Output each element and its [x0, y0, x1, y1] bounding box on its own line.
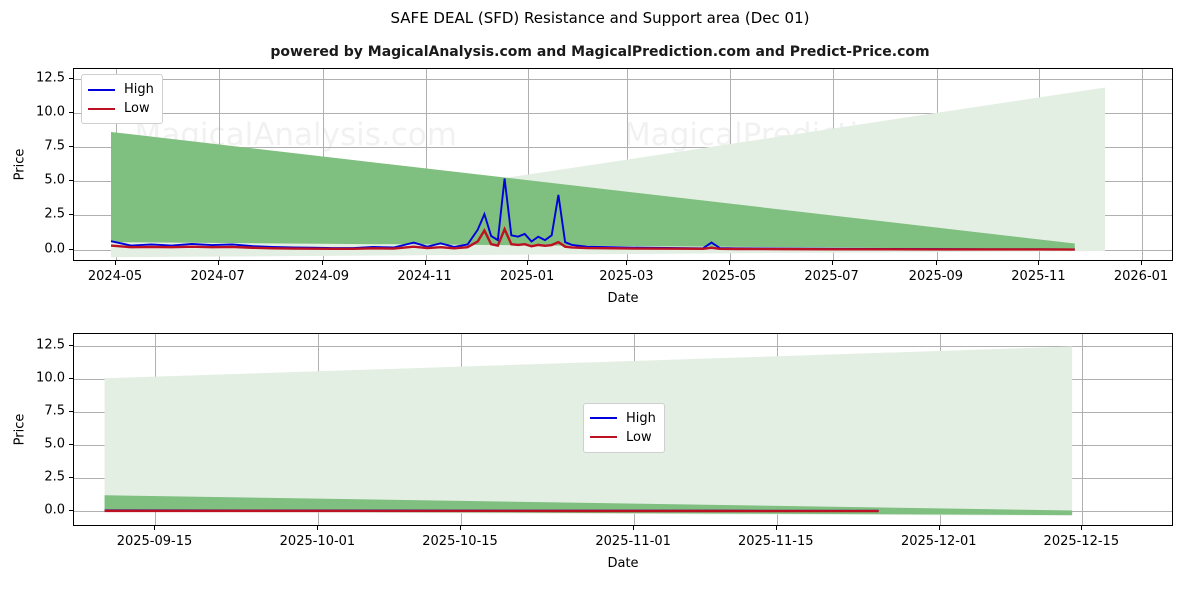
y-tickmark	[69, 510, 73, 512]
x-tickmark	[935, 261, 937, 265]
x-tick-label: 2026-01	[1113, 269, 1169, 284]
legend-label: High	[626, 410, 656, 426]
x-tickmark	[775, 526, 777, 530]
x-tick-label: 2025-12-15	[1043, 534, 1120, 549]
data-layer	[110, 87, 1106, 258]
legend-item-high[interactable]: High	[88, 80, 154, 99]
top-chart-legend[interactable]: High Low	[81, 74, 163, 124]
legend-item-high[interactable]: High	[590, 409, 656, 428]
legend-swatch-high	[88, 88, 115, 91]
x-tick-label: 2025-10-15	[422, 534, 498, 549]
x-tick-label: 2024-09	[294, 269, 350, 284]
x-tickmark	[115, 261, 117, 265]
y-tickmark	[69, 214, 73, 216]
y-tick-label: 5.0	[44, 436, 65, 452]
y-tickmark	[69, 410, 73, 412]
x-tickmark	[217, 261, 219, 265]
y-tickmark	[69, 444, 73, 446]
y-tickmark	[69, 344, 73, 346]
x-tickmark	[321, 261, 323, 265]
legend-item-low[interactable]: Low	[88, 99, 154, 118]
y-tickmark	[69, 248, 73, 250]
x-tick-label: 2025-09-15	[116, 534, 193, 549]
x-tick-label: 2025-07	[804, 269, 859, 284]
legend-label: High	[124, 82, 154, 97]
y-tick-label: 10.0	[36, 370, 65, 386]
legend-swatch-low	[590, 436, 617, 438]
x-axis-label: Date	[607, 291, 639, 306]
y-tick-label: 2.5	[44, 469, 65, 485]
x-tickmark	[938, 526, 940, 530]
y-axis-label: Price	[12, 148, 28, 180]
x-tick-label: 2025-01	[499, 269, 555, 284]
x-tickmark	[317, 526, 319, 530]
y-tick-label: 0.0	[44, 241, 65, 257]
x-tick-label: 2024-05	[87, 269, 143, 284]
x-tickmark	[728, 261, 730, 265]
y-tick-label: 7.5	[44, 403, 65, 419]
legend-label: Low	[626, 429, 652, 445]
resistance-support-dark-band	[111, 131, 1075, 250]
y-tick-label: 2.5	[44, 206, 65, 222]
y-tickmark	[69, 146, 73, 148]
gridline-horizontal	[74, 112, 1172, 114]
x-tickmark	[1141, 261, 1143, 265]
x-axis-label: Date	[607, 556, 639, 571]
x-tickmark	[154, 526, 156, 530]
x-tickmark	[527, 261, 529, 265]
y-tick-label: 7.5	[44, 138, 65, 154]
x-tick-label: 2025-11	[1011, 269, 1066, 284]
x-tickmark	[1081, 526, 1083, 530]
y-tickmark	[69, 477, 73, 479]
x-tick-label: 2025-11-01	[595, 534, 671, 549]
y-tickmark	[69, 77, 73, 79]
y-tick-label: 10.0	[36, 104, 65, 120]
x-tickmark	[633, 526, 635, 530]
x-tickmark	[424, 261, 426, 265]
chart-title: SAFE DEAL (SFD) Resistance and Support a…	[390, 9, 810, 27]
legend-label: Low	[124, 101, 150, 116]
x-tick-label: 2024-07	[190, 269, 245, 284]
x-tick-label: 2025-12-01	[900, 534, 977, 549]
chart-subtitle: powered by MagicalAnalysis.com and Magic…	[270, 44, 930, 60]
gridline-vertical	[528, 69, 530, 260]
legend-item-low[interactable]: Low	[590, 428, 656, 447]
x-tick-label: 2025-03	[599, 269, 654, 284]
y-tickmark	[69, 180, 73, 182]
gridline-vertical	[425, 69, 427, 260]
gridline-horizontal	[74, 78, 1172, 80]
x-tick-label: 2025-10-01	[279, 534, 356, 549]
y-tick-label: 0.0	[44, 502, 65, 518]
y-tick-label: 5.0	[44, 172, 65, 188]
y-axis-label: Price	[12, 413, 28, 445]
gridline-horizontal	[74, 147, 1172, 149]
bottom-chart-legend[interactable]: High Low	[583, 402, 665, 453]
legend-swatch-high	[590, 417, 617, 419]
x-tickmark	[460, 526, 462, 530]
series-line-low	[110, 226, 1075, 251]
y-tickmark	[69, 377, 73, 379]
y-tick-label: 12.5	[36, 70, 65, 86]
x-tickmark	[1038, 261, 1040, 265]
x-tick-label: 2025-05	[701, 269, 757, 284]
gridline-vertical	[1142, 69, 1144, 260]
gridline-vertical	[1082, 334, 1084, 525]
top-chart-plot-area: MagicalAnalysis.comMagicalPrediction.com…	[73, 68, 1173, 261]
x-tick-label: 2025-11-15	[737, 534, 814, 549]
x-tick-label: 2024-11	[397, 269, 452, 284]
y-tickmark	[69, 111, 73, 113]
legend-swatch-low	[88, 107, 115, 110]
x-tick-label: 2025-09	[908, 269, 964, 284]
gridline-horizontal	[74, 345, 1172, 347]
x-tickmark	[626, 261, 628, 265]
y-tick-label: 12.5	[36, 337, 65, 353]
x-tickmark	[831, 261, 833, 265]
series-line-high	[110, 178, 1075, 251]
